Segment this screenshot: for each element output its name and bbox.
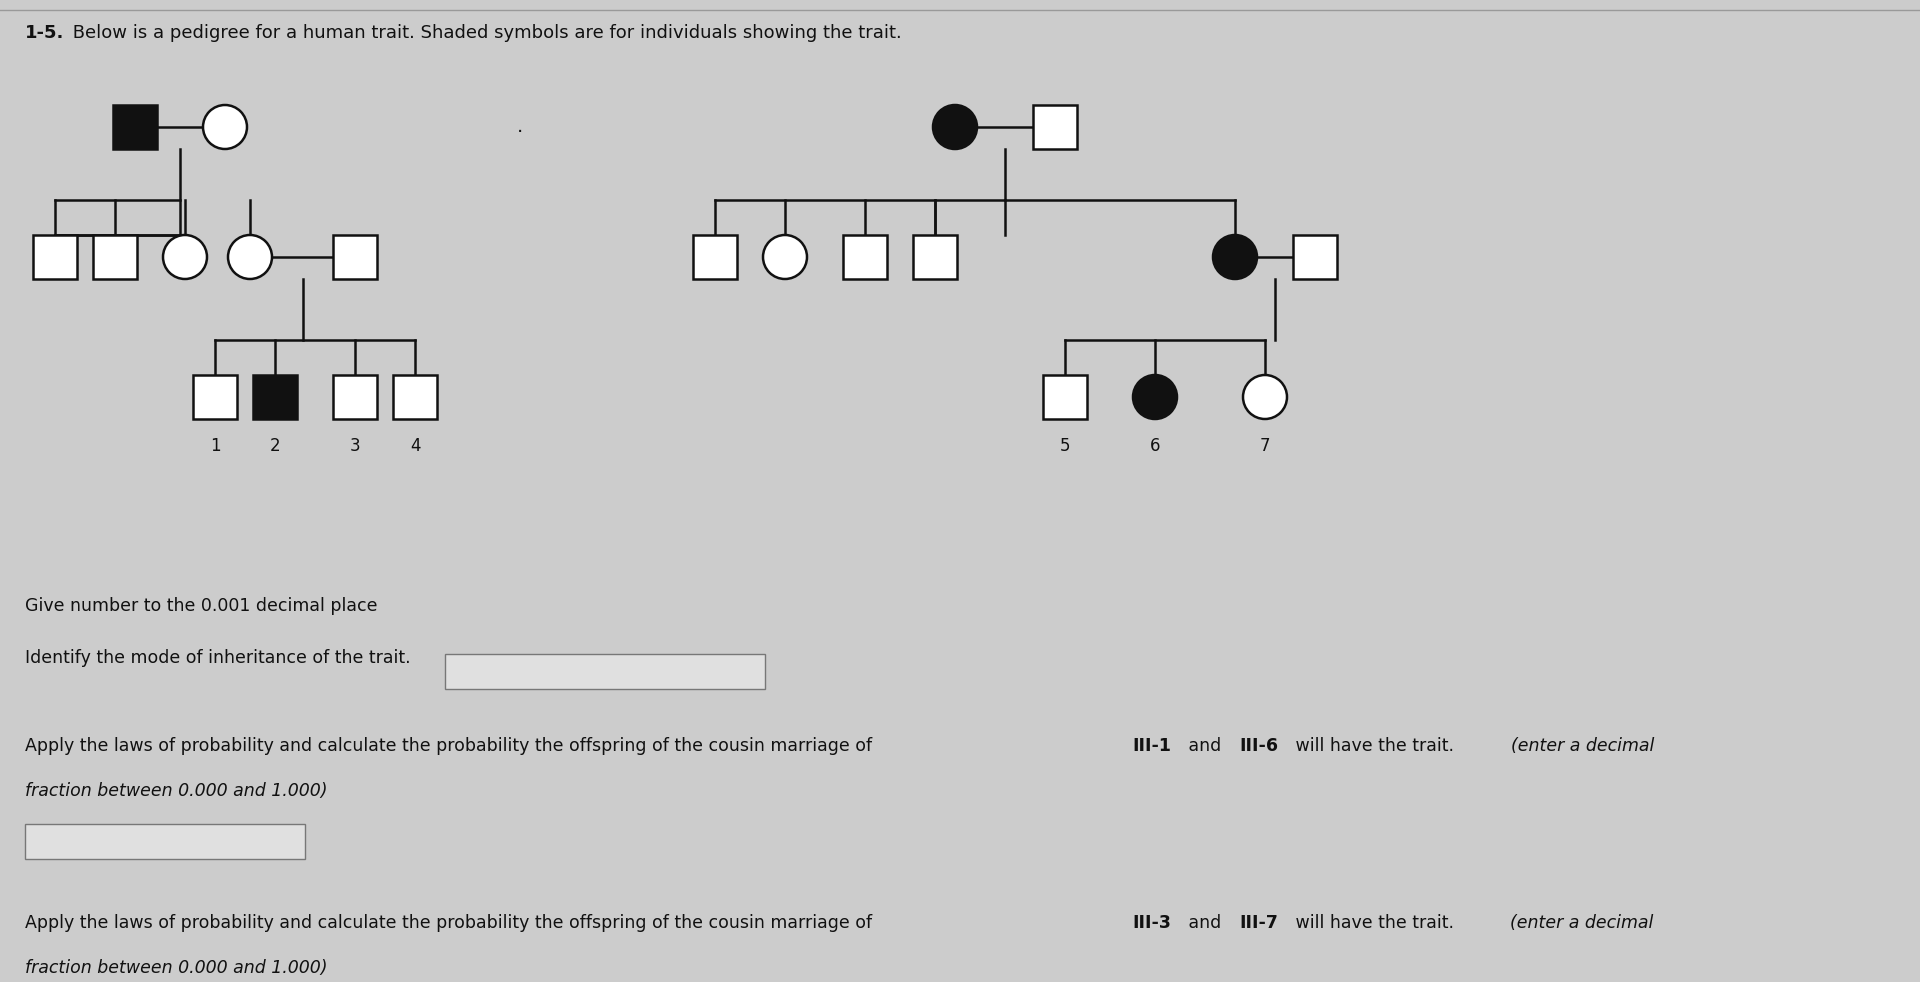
Bar [25,824,305,859]
Bar [914,235,956,279]
Circle shape [204,105,248,149]
Bar [253,375,298,419]
Text: fraction between 0.000 and 1.000): fraction between 0.000 and 1.000) [25,782,328,800]
Text: 2: 2 [269,437,280,455]
Bar [332,235,376,279]
Bar [1043,375,1087,419]
Bar [194,375,236,419]
Text: .: . [516,118,522,136]
Bar [332,375,376,419]
Text: III-3: III-3 [1133,914,1171,932]
Bar [693,235,737,279]
Bar [843,235,887,279]
Text: and: and [1183,914,1227,932]
Text: (enter a decimal: (enter a decimal [1511,737,1653,755]
Text: Apply the laws of probability and calculate the probability the offspring of the: Apply the laws of probability and calcul… [25,914,877,932]
Circle shape [762,235,806,279]
Text: 1-5.: 1-5. [25,24,65,42]
Bar [1033,105,1077,149]
Circle shape [933,105,977,149]
Text: 6: 6 [1150,437,1160,455]
Circle shape [163,235,207,279]
Text: III-1: III-1 [1133,737,1171,755]
Text: 5: 5 [1060,437,1069,455]
Text: III-6: III-6 [1240,737,1279,755]
Bar [92,235,136,279]
Text: will have the trait.: will have the trait. [1290,914,1459,932]
Text: fraction between 0.000 and 1.000): fraction between 0.000 and 1.000) [25,959,328,977]
Text: Identify the mode of inheritance of the trait.: Identify the mode of inheritance of the … [25,649,411,667]
Circle shape [1133,375,1177,419]
Text: 1: 1 [209,437,221,455]
Text: will have the trait.: will have the trait. [1290,737,1459,755]
Text: (enter a decimal: (enter a decimal [1511,914,1653,932]
Bar [394,375,438,419]
Text: Give number to the 0.001 decimal place: Give number to the 0.001 decimal place [25,597,378,615]
Text: 3: 3 [349,437,361,455]
Text: III-7: III-7 [1240,914,1279,932]
Circle shape [228,235,273,279]
Bar [33,235,77,279]
Text: 7: 7 [1260,437,1271,455]
Circle shape [1242,375,1286,419]
Text: and: and [1183,737,1227,755]
Text: 4: 4 [409,437,420,455]
Bar [1292,235,1336,279]
Text: Below is a pedigree for a human trait. Shaded symbols are for individuals showin: Below is a pedigree for a human trait. S… [67,24,902,42]
Bar [113,105,157,149]
Circle shape [1213,235,1258,279]
Bar [445,654,764,689]
Text: Apply the laws of probability and calculate the probability the offspring of the: Apply the laws of probability and calcul… [25,737,877,755]
